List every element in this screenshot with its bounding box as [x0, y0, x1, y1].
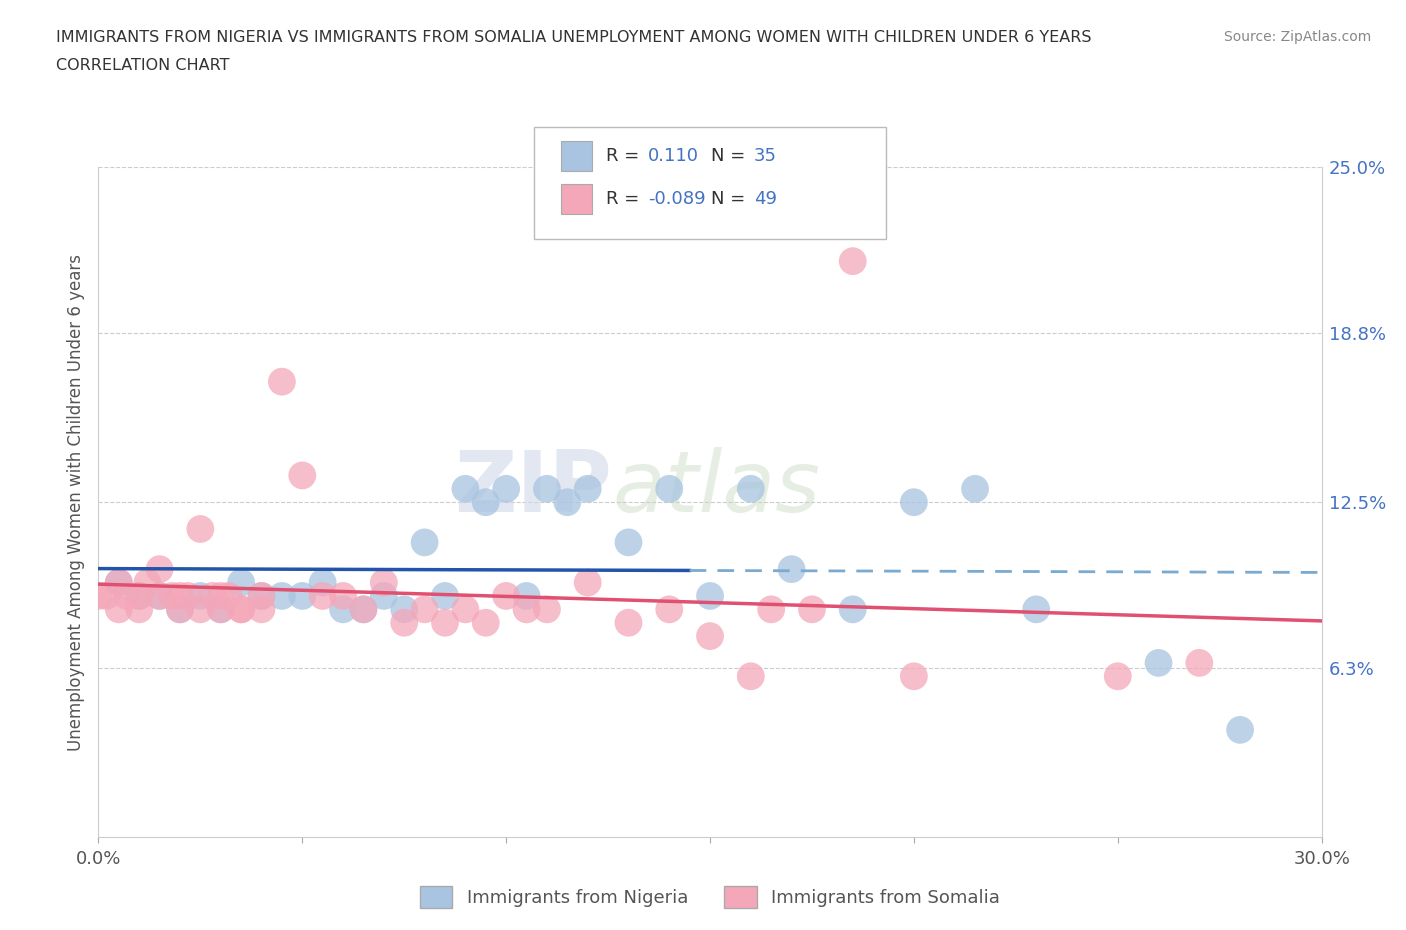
Point [434, 616, 457, 631]
Point [87, 589, 110, 604]
Point [434, 589, 457, 604]
Point [557, 495, 579, 510]
Point [291, 589, 314, 604]
Point [169, 602, 191, 617]
Point [392, 602, 416, 617]
Point [965, 482, 987, 497]
Point [495, 482, 517, 497]
Point [312, 575, 335, 590]
Point [231, 575, 253, 590]
Point [413, 535, 436, 550]
Text: N =: N = [711, 147, 751, 166]
Point [413, 602, 436, 617]
Text: Source: ZipAtlas.com: Source: ZipAtlas.com [1223, 30, 1371, 44]
Point [250, 589, 273, 604]
Text: R =: R = [606, 147, 645, 166]
Point [658, 482, 681, 497]
Point [536, 602, 558, 617]
Point [332, 589, 354, 604]
Point [454, 602, 477, 617]
Point [149, 562, 172, 577]
Point [516, 589, 538, 604]
Point [160, 589, 183, 604]
Point [96, 589, 118, 604]
Point [841, 254, 863, 269]
Point [250, 589, 273, 604]
Point [474, 495, 498, 510]
Text: CORRELATION CHART: CORRELATION CHART [56, 58, 229, 73]
Point [1147, 656, 1170, 671]
Point [699, 589, 721, 604]
Point [188, 589, 212, 604]
Point [903, 495, 925, 510]
Point [516, 602, 538, 617]
Point [128, 602, 150, 617]
Point [1188, 656, 1211, 671]
Point [576, 575, 599, 590]
Point [177, 589, 200, 604]
Point [373, 589, 395, 604]
Point [495, 589, 517, 604]
Point [270, 589, 294, 604]
Point [209, 602, 232, 617]
Point [201, 589, 224, 604]
Point [474, 616, 498, 631]
Point [1025, 602, 1047, 617]
Point [108, 602, 131, 617]
Point [1229, 723, 1251, 737]
Point [801, 602, 824, 617]
Point [231, 602, 253, 617]
Point [115, 589, 138, 604]
Text: -0.089: -0.089 [648, 190, 706, 208]
Point [250, 602, 273, 617]
Point [761, 602, 783, 617]
Point [658, 602, 681, 617]
Point [699, 629, 721, 644]
Text: 0.110: 0.110 [648, 147, 699, 166]
Point [108, 575, 131, 590]
Point [576, 482, 599, 497]
Point [1107, 669, 1129, 684]
Point [352, 602, 374, 617]
Point [841, 602, 863, 617]
Text: 49: 49 [754, 190, 776, 208]
Point [454, 482, 477, 497]
Text: ZIP: ZIP [454, 447, 612, 530]
Point [352, 602, 374, 617]
Point [209, 589, 232, 604]
Point [536, 482, 558, 497]
Point [617, 616, 640, 631]
Point [149, 589, 172, 604]
Point [218, 589, 240, 604]
Point [108, 575, 131, 590]
Point [231, 602, 253, 617]
Point [291, 468, 314, 483]
Text: atlas: atlas [612, 447, 820, 530]
Point [188, 602, 212, 617]
Text: IMMIGRANTS FROM NIGERIA VS IMMIGRANTS FROM SOMALIA UNEMPLOYMENT AMONG WOMEN WITH: IMMIGRANTS FROM NIGERIA VS IMMIGRANTS FR… [56, 30, 1091, 45]
Y-axis label: Unemployment Among Women with Children Under 6 years: Unemployment Among Women with Children U… [66, 254, 84, 751]
Point [169, 589, 191, 604]
Legend: Immigrants from Nigeria, Immigrants from Somalia: Immigrants from Nigeria, Immigrants from… [413, 879, 1007, 915]
Point [128, 589, 150, 604]
Point [740, 669, 762, 684]
Point [169, 602, 191, 617]
Point [740, 482, 762, 497]
Point [149, 589, 172, 604]
Text: R =: R = [606, 190, 645, 208]
Point [136, 575, 159, 590]
Point [373, 575, 395, 590]
Point [392, 616, 416, 631]
Point [270, 374, 294, 389]
Text: N =: N = [711, 190, 751, 208]
Point [209, 602, 232, 617]
Text: 35: 35 [754, 147, 776, 166]
Point [128, 589, 150, 604]
Point [332, 602, 354, 617]
Point [188, 522, 212, 537]
Point [903, 669, 925, 684]
Point [780, 562, 803, 577]
Point [312, 589, 335, 604]
Point [617, 535, 640, 550]
